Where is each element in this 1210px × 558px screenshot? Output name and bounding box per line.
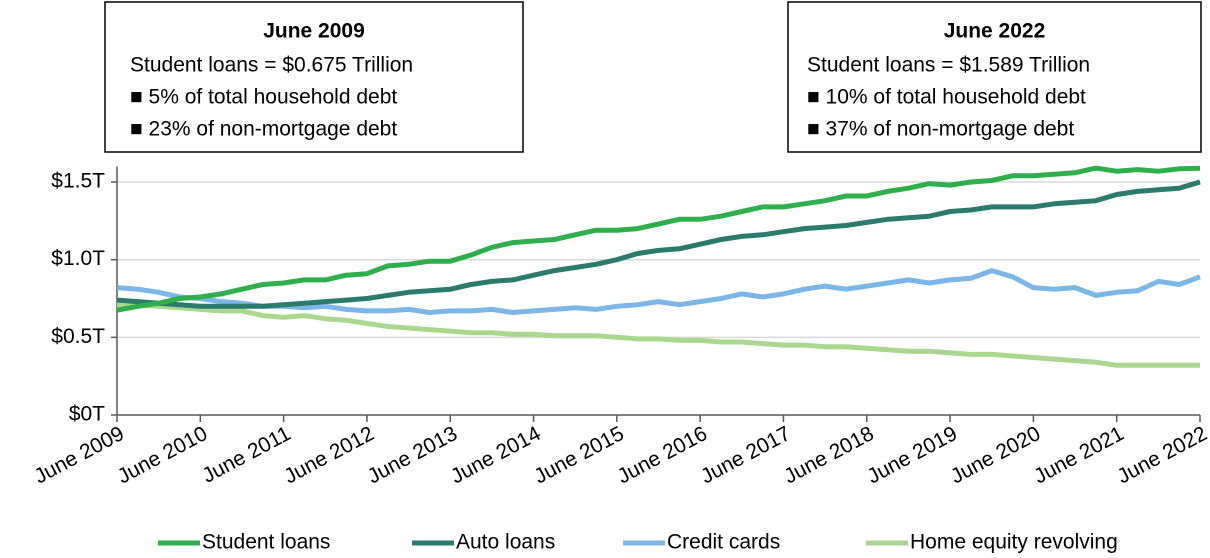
series-line — [117, 302, 1200, 368]
y-tick-label: $0.5T — [51, 325, 105, 348]
y-tick-label: $1.0T — [51, 247, 105, 270]
series-line — [116, 179, 1201, 309]
x-tick-label: June 2017 — [697, 422, 794, 488]
x-tick-label: June 2009 — [31, 422, 128, 488]
annotation-box — [104, 1, 524, 153]
x-tick-label: June 2020 — [947, 422, 1044, 488]
legend-label: Credit cards — [667, 531, 780, 554]
annotation-line: ■ 5% of total household debt — [130, 86, 397, 109]
x-tick-label: June 2011 — [199, 422, 295, 488]
legend-label: Home equity revolving — [910, 531, 1118, 554]
x-tick-label: June 2012 — [280, 422, 377, 488]
annotation-line: Student loans = $0.675 Trillion — [130, 54, 413, 77]
annotation-line: Student loans = $1.589 Trillion — [807, 54, 1090, 77]
x-tick-label: June 2010 — [114, 422, 211, 488]
annotation-line: ■ 23% of non-mortgage debt — [130, 118, 397, 141]
series-line — [116, 268, 1201, 315]
x-tick-label: June 2022 — [1114, 422, 1210, 488]
series-line — [116, 165, 1201, 313]
annotation-box — [787, 1, 1202, 153]
x-tick-label: June 2019 — [864, 422, 961, 488]
x-tick-label: June 2014 — [447, 422, 545, 489]
annotation-line: ■ 10% of total household debt — [807, 86, 1086, 109]
y-tick-label: $0T — [69, 403, 105, 426]
legend-label: Auto loans — [456, 531, 555, 554]
annotation-line: ■ 37% of non-mortgage debt — [807, 118, 1074, 141]
x-tick-label: June 2018 — [780, 422, 877, 488]
x-tick-label: June 2015 — [530, 422, 627, 488]
legend-label: Student loans — [202, 531, 330, 554]
annotation-title: June 2009 — [263, 20, 365, 43]
x-tick-label: June 2021 — [1030, 422, 1127, 488]
annotation-title: June 2022 — [944, 20, 1046, 43]
x-tick-label: June 2013 — [364, 422, 461, 488]
x-tick-label: June 2016 — [614, 422, 711, 488]
y-tick-label: $1.5T — [51, 170, 105, 193]
